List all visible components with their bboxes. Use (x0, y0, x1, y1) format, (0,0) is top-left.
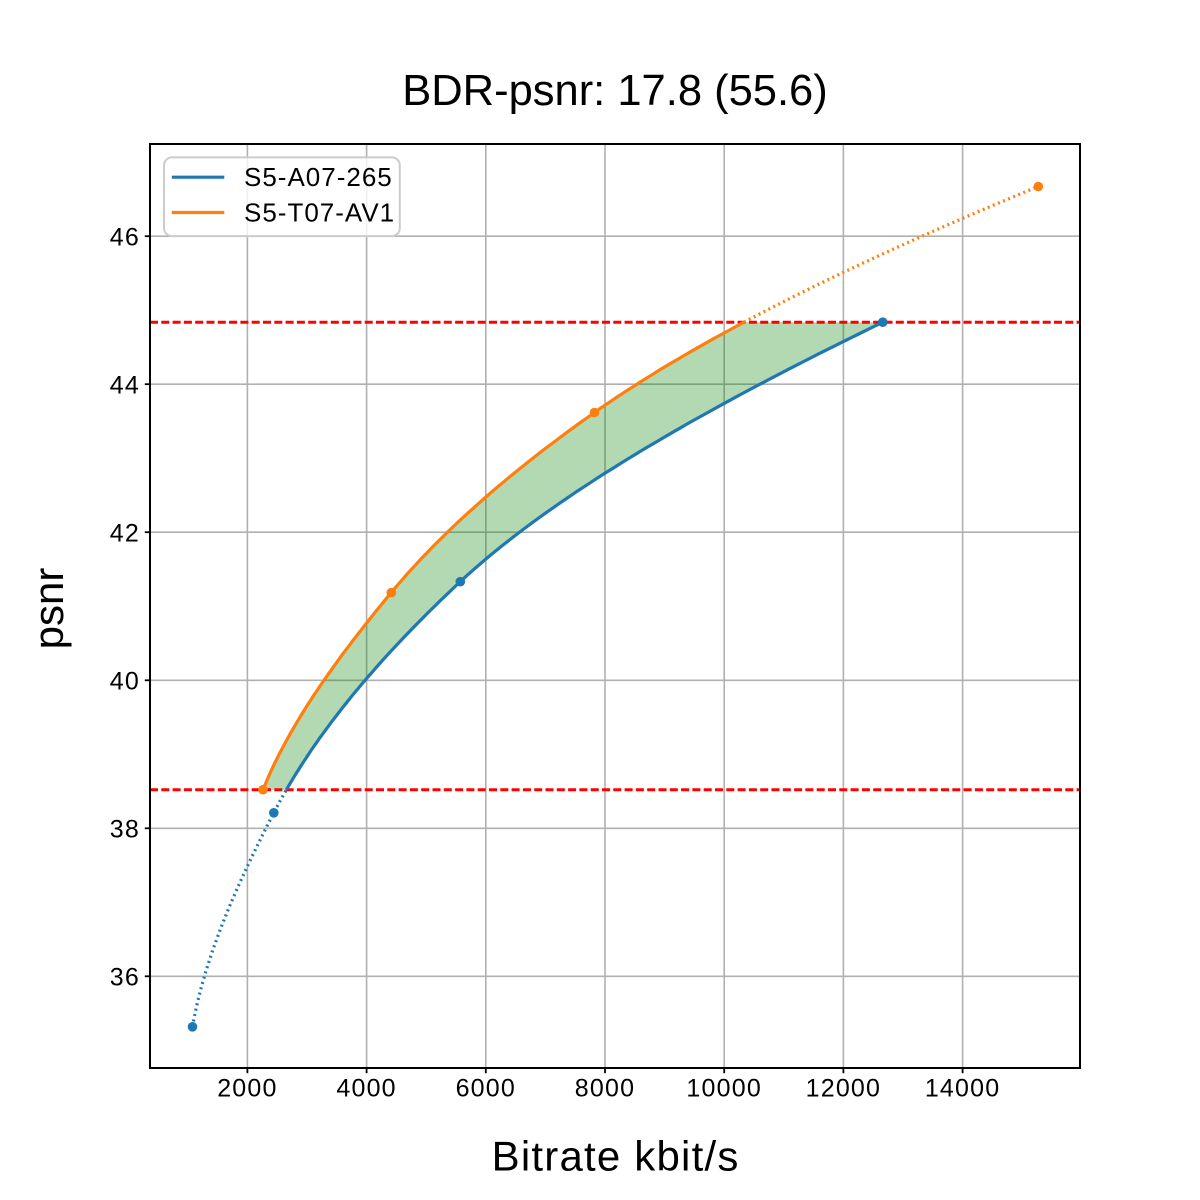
svg-text:S5-A07-265: S5-A07-265 (244, 162, 393, 192)
svg-text:40: 40 (110, 668, 140, 696)
svg-text:S5-T07-AV1: S5-T07-AV1 (244, 198, 395, 228)
svg-text:Bitrate kbit/s: Bitrate kbit/s (492, 1133, 740, 1180)
svg-text:38: 38 (110, 816, 140, 844)
svg-text:42: 42 (110, 519, 140, 547)
svg-text:2000: 2000 (217, 1075, 277, 1103)
svg-text:psnr: psnr (25, 568, 72, 650)
svg-text:46: 46 (110, 223, 140, 251)
svg-text:8000: 8000 (575, 1075, 635, 1103)
svg-text:44: 44 (110, 371, 140, 399)
svg-text:10000: 10000 (686, 1075, 762, 1103)
svg-text:12000: 12000 (806, 1075, 882, 1103)
svg-text:4000: 4000 (336, 1075, 396, 1103)
svg-text:BDR-psnr: 17.8 (55.6): BDR-psnr: 17.8 (55.6) (402, 67, 828, 115)
svg-text:36: 36 (110, 964, 140, 992)
svg-text:6000: 6000 (456, 1075, 516, 1103)
svg-text:14000: 14000 (925, 1075, 1001, 1103)
